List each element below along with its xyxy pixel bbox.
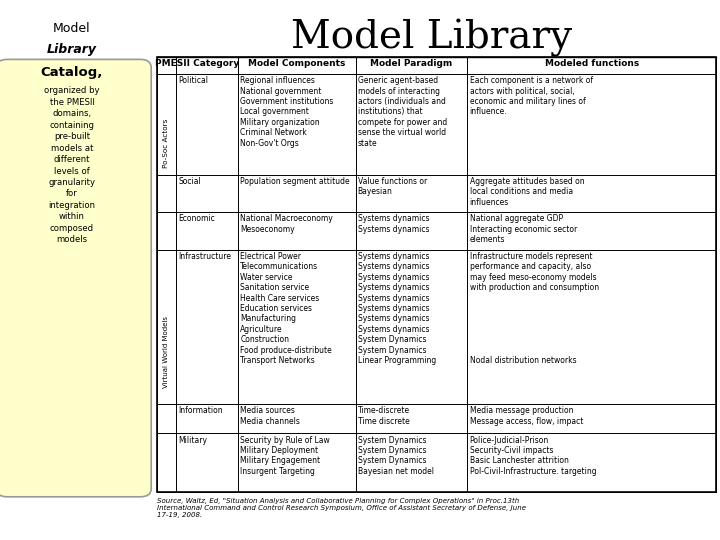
Text: Catalog,: Catalog, <box>41 66 103 79</box>
Text: Generic agent-based
models of interacting
actors (individuals and
institutions) : Generic agent-based models of interactin… <box>358 76 447 148</box>
Text: Media message production
Message access, flow, impact: Media message production Message access,… <box>469 406 583 426</box>
Text: Regional influences
National government
Government institutions
Local government: Regional influences National government … <box>240 76 333 148</box>
Text: National Macroeconomy
Mesoeconomy: National Macroeconomy Mesoeconomy <box>240 214 333 234</box>
Text: Model Library: Model Library <box>292 19 572 57</box>
Text: Value functions or
Bayesian: Value functions or Bayesian <box>358 177 427 196</box>
Text: PMESII Category: PMESII Category <box>156 59 240 68</box>
Text: organized by
the PMESII
domains,
containing
pre-built
models at
different
levels: organized by the PMESII domains, contain… <box>44 86 100 244</box>
Text: Population segment attitude: Population segment attitude <box>240 177 350 186</box>
Text: Model Components: Model Components <box>248 59 346 68</box>
Text: Media sources
Media channels: Media sources Media channels <box>240 406 300 426</box>
Text: National aggregate GDP
Interacting economic sector
elements: National aggregate GDP Interacting econo… <box>469 214 577 244</box>
Text: Model Paradigm: Model Paradigm <box>370 59 453 68</box>
Text: Economic: Economic <box>178 214 215 224</box>
Text: Information: Information <box>178 406 222 415</box>
Text: Aggregate attitudes based on
local conditions and media
influences: Aggregate attitudes based on local condi… <box>469 177 584 207</box>
Text: System Dynamics
System Dynamics
System Dynamics
Bayesian net model: System Dynamics System Dynamics System D… <box>358 436 433 476</box>
Text: Po-Soc Actors: Po-Soc Actors <box>163 118 169 168</box>
Text: Modeled functions: Modeled functions <box>545 59 639 68</box>
Text: Infrastructure: Infrastructure <box>178 252 231 261</box>
Text: Each component is a network of
actors with political, social,
economic and milit: Each component is a network of actors wi… <box>469 76 593 117</box>
Text: Systems dynamics
Systems dynamics
Systems dynamics
Systems dynamics
Systems dyna: Systems dynamics Systems dynamics System… <box>358 252 436 365</box>
Text: Infrastructure models represent
performance and capacity, also
may feed meso-eco: Infrastructure models represent performa… <box>469 252 599 365</box>
Text: Systems dynamics
Systems dynamics: Systems dynamics Systems dynamics <box>358 214 429 234</box>
Text: Library: Library <box>47 43 97 56</box>
Text: Virtual World Models: Virtual World Models <box>163 316 169 388</box>
Text: Military: Military <box>178 436 207 444</box>
Text: Time-discrete
Time discrete: Time-discrete Time discrete <box>358 406 410 426</box>
Text: Source, Waltz, Ed, "Situation Analysis and Collaborative Planning for Complex Op: Source, Waltz, Ed, "Situation Analysis a… <box>157 498 526 518</box>
Text: Electrical Power
Telecommunications
Water service
Sanitation service
Health Care: Electrical Power Telecommunications Wate… <box>240 252 332 365</box>
Text: Security by Rule of Law
Military Deployment
Military Engagement
Insurgent Target: Security by Rule of Law Military Deploym… <box>240 436 330 476</box>
Text: Police-Judicial-Prison
Security-Civil impacts
Basic Lanchester attrition
Pol-Civ: Police-Judicial-Prison Security-Civil im… <box>469 436 596 476</box>
Text: Model: Model <box>53 22 91 35</box>
Text: Political: Political <box>178 76 208 85</box>
Text: Social: Social <box>178 177 201 186</box>
